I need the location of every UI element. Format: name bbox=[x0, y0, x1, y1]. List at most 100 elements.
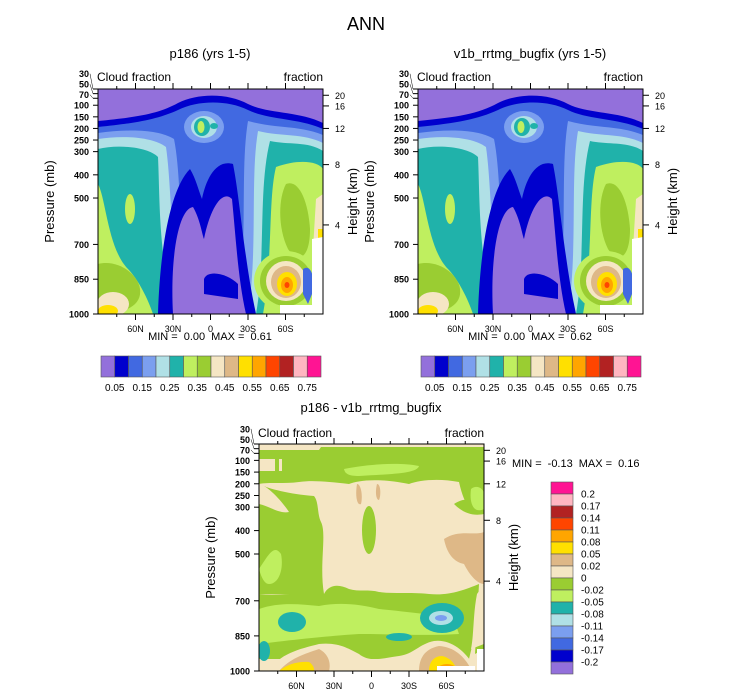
y-tick-label: 30 bbox=[79, 69, 89, 79]
y-tick-label: 500 bbox=[74, 194, 89, 204]
colorbar-box bbox=[155, 355, 171, 378]
colorbar-label: 0.75 bbox=[298, 383, 318, 394]
y-tick-label: 700 bbox=[74, 240, 89, 250]
colorbar-label: 0.65 bbox=[270, 383, 290, 394]
panel-difference: p186 - v1b_rrtmg_bugfix Cloud fraction f… bbox=[258, 400, 639, 671]
y-axis-title: Pressure (mb) bbox=[42, 160, 57, 242]
y-axis-title: Pressure (mb) bbox=[362, 160, 377, 242]
left-string: Cloud fraction bbox=[97, 70, 171, 84]
colorbar-label: 0.05 bbox=[425, 383, 445, 394]
colorbar-label: 0.08 bbox=[581, 538, 601, 549]
y-tick-label: 150 bbox=[74, 112, 89, 122]
colorbar-label: 0.14 bbox=[581, 514, 601, 525]
colorbar-box bbox=[571, 355, 587, 378]
y2-tick-label: 8 bbox=[335, 160, 340, 170]
y-tick-label: 300 bbox=[394, 147, 409, 157]
colorbar-label: 0.25 bbox=[480, 383, 500, 394]
y-tick-label: 100 bbox=[394, 101, 409, 111]
y-tick-label: 500 bbox=[394, 194, 409, 204]
colorbar-box bbox=[114, 355, 129, 378]
colorbar-box bbox=[306, 355, 322, 378]
y-tick-label: 1000 bbox=[389, 310, 409, 320]
y-tick-leader bbox=[409, 84, 414, 94]
y-tick-leader bbox=[409, 94, 414, 99]
colorbar-box bbox=[544, 355, 559, 378]
y-tick-label: 70 bbox=[79, 90, 89, 100]
colorbar-label: 0.35 bbox=[508, 383, 528, 394]
colorbar-box bbox=[558, 355, 573, 378]
colorbar-label: 0 bbox=[581, 574, 587, 585]
y-tick-label: 70 bbox=[399, 90, 409, 100]
colorbar-box bbox=[516, 355, 532, 378]
colorbar-label: 0.17 bbox=[581, 502, 601, 513]
right-string: fraction bbox=[445, 426, 484, 440]
x-tick-label: 60N bbox=[288, 681, 305, 691]
y2-tick-label: 16 bbox=[496, 457, 506, 467]
colorbar-box bbox=[461, 355, 477, 378]
colorbar-box bbox=[550, 649, 574, 663]
colorbar-label: 0.25 bbox=[160, 383, 180, 394]
colorbar-label: -0.08 bbox=[581, 610, 604, 621]
y2-tick-label: 8 bbox=[655, 160, 660, 170]
colorbar-box bbox=[434, 355, 449, 378]
y-axis-title: Pressure (mb) bbox=[203, 516, 218, 598]
panel-title: v1b_rrtmg_bugfix (yrs 1-5) bbox=[454, 46, 606, 61]
colorbar-box bbox=[550, 481, 574, 495]
y-tick-label: 400 bbox=[235, 526, 250, 536]
colorbar-box bbox=[550, 637, 574, 651]
y2-tick-label: 12 bbox=[496, 479, 506, 489]
y-tick-leader bbox=[89, 84, 94, 94]
colorbar-label: 0.45 bbox=[215, 383, 235, 394]
colorbar-box bbox=[626, 355, 642, 378]
x-tick-label: 30N bbox=[165, 324, 182, 334]
y2-tick-label: 12 bbox=[335, 124, 345, 134]
colorbar-box bbox=[550, 613, 574, 627]
y-tick-label: 100 bbox=[235, 456, 250, 466]
colorbar-box bbox=[265, 355, 281, 378]
contour-field bbox=[259, 444, 484, 671]
y-tick-label: 700 bbox=[394, 240, 409, 250]
min-max-text: MIN = 0.00 MAX = 0.62 bbox=[468, 331, 592, 343]
y-tick-label: 400 bbox=[74, 170, 89, 180]
colorbar-box bbox=[550, 601, 574, 615]
y-tick-label: 200 bbox=[394, 124, 409, 134]
colorbar-label: -0.17 bbox=[581, 646, 604, 657]
y-tick-label: 500 bbox=[235, 549, 250, 559]
colorbar-label: 0.65 bbox=[590, 383, 610, 394]
y2-axis-title: Height (km) bbox=[665, 168, 680, 235]
y-tick-leader bbox=[89, 73, 94, 90]
x-tick-label: 60N bbox=[447, 324, 464, 334]
colorbar-box bbox=[550, 505, 574, 519]
colorbar-box bbox=[585, 355, 601, 378]
colorbar-box bbox=[238, 355, 253, 378]
colorbar-label: 0.11 bbox=[581, 526, 600, 537]
x-tick-label: 60S bbox=[438, 681, 454, 691]
colorbar-label: 0.55 bbox=[563, 383, 583, 394]
colorbar-box bbox=[550, 661, 574, 675]
y-tick-label: 50 bbox=[79, 80, 89, 90]
colorbar-box bbox=[420, 355, 436, 378]
colorbar-box bbox=[475, 355, 491, 378]
colorbar-box bbox=[613, 355, 628, 378]
colorbar-box bbox=[550, 517, 574, 531]
colorbar-label: -0.02 bbox=[581, 586, 604, 597]
y-tick-label: 200 bbox=[74, 124, 89, 134]
y2-tick-label: 12 bbox=[655, 124, 665, 134]
colorbar-box bbox=[599, 355, 614, 378]
x-tick-label: 30S bbox=[401, 681, 417, 691]
right-string: fraction bbox=[604, 70, 643, 84]
y2-tick-label: 16 bbox=[335, 101, 345, 111]
colorbar-label: -0.05 bbox=[581, 598, 604, 609]
colorbar-box bbox=[251, 355, 267, 378]
colorbar-box bbox=[210, 355, 226, 378]
y-tick-leader bbox=[409, 73, 414, 90]
panel-model-b: v1b_rrtmg_bugfix (yrs 1-5) Cloud fractio… bbox=[417, 46, 643, 343]
colorbar-label: 0.15 bbox=[453, 383, 473, 394]
colorbar-box bbox=[169, 355, 184, 378]
figure-title: ANN bbox=[347, 14, 385, 34]
x-tick-label: 30S bbox=[560, 324, 576, 334]
colorbar-box bbox=[100, 355, 116, 378]
min-max-text: MIN = -0.13 MAX = 0.16 bbox=[512, 458, 639, 470]
colorbar-box bbox=[503, 355, 518, 378]
x-tick-label: 30N bbox=[326, 681, 343, 691]
